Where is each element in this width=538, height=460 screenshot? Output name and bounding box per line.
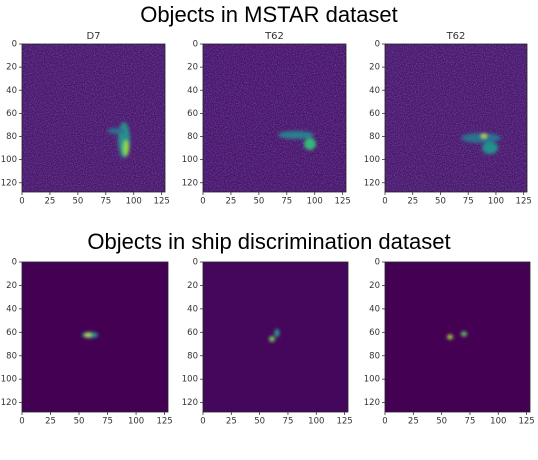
y-tick-label: 100 <box>364 155 380 165</box>
panel-title: T62 <box>264 31 284 42</box>
x-tick-label: 0 <box>200 417 205 427</box>
x-tick-label: 50 <box>253 197 264 207</box>
y-tick-label: 100 <box>182 375 198 385</box>
x-tick-label: 0 <box>382 417 387 427</box>
x-tick-label: 0 <box>19 417 24 427</box>
y-tick-label: 120 <box>364 398 380 408</box>
x-tick-label: 25 <box>226 417 237 427</box>
x-tick-label: 25 <box>45 197 56 207</box>
x-tick-label: 125 <box>518 417 534 427</box>
y-tick-label: 60 <box>369 328 380 338</box>
axes-frame <box>202 261 349 413</box>
image-noise <box>385 44 527 192</box>
y-tick-label: 80 <box>6 132 17 142</box>
y-tick-label: 120 <box>1 398 17 408</box>
y-tick-label: 0 <box>12 40 17 50</box>
x-tick-label: 25 <box>45 417 56 427</box>
y-tick-label: 40 <box>369 86 380 96</box>
y-tick-label: 0 <box>12 258 17 268</box>
x-tick-label: 0 <box>19 197 24 207</box>
x-tick-label: 125 <box>335 197 351 207</box>
axes-frame <box>384 261 531 413</box>
y-tick-label: 20 <box>6 281 17 291</box>
y-tick-label: 80 <box>187 132 198 142</box>
y-tick-label: 20 <box>187 281 198 291</box>
x-tick-label: 0 <box>200 197 205 207</box>
x-tick-label: 100 <box>126 197 142 207</box>
x-tick-label: 75 <box>281 197 292 207</box>
y-tick-label: 100 <box>364 375 380 385</box>
panel-title: D7 <box>86 31 100 42</box>
y-tick-label: 40 <box>187 86 198 96</box>
x-tick-label: 100 <box>488 197 504 207</box>
image-noise <box>22 44 165 192</box>
image-noise <box>203 44 346 192</box>
section-heading: Objects in ship discrimination dataset <box>87 229 450 254</box>
x-tick-label: 50 <box>72 197 83 207</box>
y-tick-label: 40 <box>187 304 198 314</box>
x-tick-label: 25 <box>407 197 418 207</box>
y-tick-label: 40 <box>6 304 17 314</box>
x-tick-label: 50 <box>435 197 446 207</box>
axes-frame <box>384 43 528 193</box>
y-tick-label: 60 <box>6 109 17 119</box>
x-tick-label: 50 <box>254 417 265 427</box>
x-tick-label: 0 <box>382 197 387 207</box>
y-tick-label: 0 <box>375 40 380 50</box>
y-tick-label: 60 <box>187 109 198 119</box>
y-tick-label: 80 <box>369 132 380 142</box>
y-tick-label: 20 <box>6 63 17 73</box>
axes-frame <box>202 43 347 193</box>
x-tick-label: 75 <box>102 417 113 427</box>
x-tick-label: 125 <box>156 417 172 427</box>
y-tick-label: 120 <box>182 178 198 188</box>
axes-frame <box>21 261 169 413</box>
y-tick-label: 80 <box>369 351 380 361</box>
y-tick-label: 20 <box>369 281 380 291</box>
y-tick-label: 40 <box>369 304 380 314</box>
image <box>385 262 530 412</box>
x-tick-label: 75 <box>100 197 111 207</box>
y-tick-label: 0 <box>193 258 198 268</box>
y-tick-label: 120 <box>364 178 380 188</box>
y-tick-label: 20 <box>187 63 198 73</box>
x-tick-label: 100 <box>490 417 506 427</box>
y-tick-label: 60 <box>6 328 17 338</box>
x-tick-label: 125 <box>516 197 532 207</box>
x-tick-label: 25 <box>226 197 237 207</box>
y-tick-label: 0 <box>193 40 198 50</box>
target-signatures <box>82 122 501 342</box>
x-tick-label: 50 <box>436 417 447 427</box>
y-tick-label: 80 <box>187 351 198 361</box>
y-tick-label: 120 <box>1 178 17 188</box>
axes-frame <box>21 43 166 193</box>
y-tick-label: 80 <box>6 351 17 361</box>
x-tick-label: 100 <box>308 417 324 427</box>
y-tick-label: 100 <box>1 155 17 165</box>
x-tick-label: 75 <box>465 417 476 427</box>
y-tick-label: 60 <box>187 328 198 338</box>
x-tick-label: 125 <box>336 417 352 427</box>
image <box>203 262 348 412</box>
y-tick-label: 100 <box>182 155 198 165</box>
y-tick-label: 40 <box>6 86 17 96</box>
x-tick-label: 50 <box>74 417 85 427</box>
x-tick-label: 100 <box>128 417 144 427</box>
panel-title: T62 <box>446 31 466 42</box>
x-tick-label: 100 <box>307 197 323 207</box>
y-tick-label: 60 <box>369 109 380 119</box>
y-tick-label: 0 <box>375 258 380 268</box>
x-tick-label: 75 <box>463 197 474 207</box>
x-tick-label: 25 <box>408 417 419 427</box>
y-tick-label: 120 <box>182 398 198 408</box>
x-tick-label: 75 <box>283 417 294 427</box>
x-tick-label: 125 <box>154 197 170 207</box>
section-heading: Objects in MSTAR dataset <box>140 2 398 27</box>
y-tick-label: 100 <box>1 375 17 385</box>
y-tick-label: 20 <box>369 63 380 73</box>
